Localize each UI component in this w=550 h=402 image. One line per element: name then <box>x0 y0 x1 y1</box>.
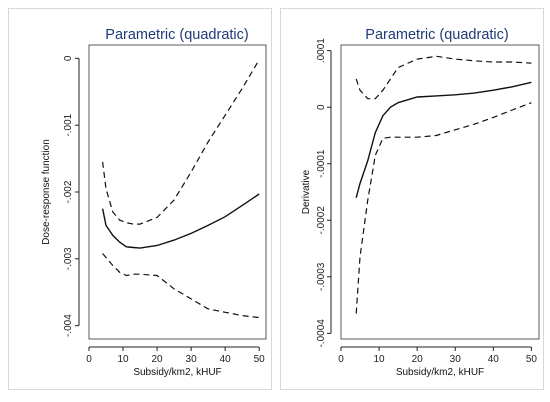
x-tick-label: 50 <box>254 354 266 365</box>
y-tick-label: -.0004 <box>316 319 327 348</box>
y-tick-label: -.0003 <box>316 262 327 291</box>
y-axis-label: Derivative <box>301 169 312 214</box>
chart-derivative: Parametric (quadratic) .0001 0 -.0001 -.0002… <box>301 27 540 378</box>
y-tick-label: .0001 <box>316 38 327 63</box>
x-tick-label: 20 <box>152 354 164 365</box>
x-tick-label: 30 <box>450 354 462 365</box>
x-tick-label: 10 <box>374 354 386 365</box>
y-axis-label: Dose-response function <box>41 139 52 245</box>
y-tick-label: -.0002 <box>316 206 327 235</box>
lower-bound-line <box>355 102 532 314</box>
x-tick-label: 40 <box>488 354 500 365</box>
estimate-line <box>101 193 260 249</box>
x-tick-label: 0 <box>338 354 344 365</box>
x-tick-label: 10 <box>117 354 129 365</box>
chart-title: Parametric (quadratic) <box>105 27 248 43</box>
y-tick-label: -.004 <box>63 314 74 337</box>
plot-area <box>88 44 267 340</box>
chart-dose-response: Parametric (quadratic) 0 -.001 -.002 -.003 -.… <box>41 27 267 378</box>
x-tick-label: 50 <box>526 354 538 365</box>
chart-title: Parametric (quadratic) <box>365 27 508 43</box>
left-chart-panel: Parametric (quadratic) 0 -.001 -.002 -.003 -.… <box>8 8 272 390</box>
right-chart-panel: Parametric (quadratic) .0001 0 -.0001 -.0002… <box>280 8 544 390</box>
x-tick-label: 40 <box>220 354 232 365</box>
upper-bound-line <box>355 55 532 100</box>
plot-area <box>340 44 540 340</box>
y-tick-label: -.001 <box>63 113 74 136</box>
x-tick-label: 30 <box>186 354 198 365</box>
x-axis-label: Subsidy/km2, kHUF <box>396 367 484 378</box>
x-tick-label: 0 <box>86 354 92 365</box>
upper-bound-line <box>102 59 260 225</box>
y-tick-label: 0 <box>63 55 74 61</box>
estimate-line <box>355 81 532 198</box>
x-axis-label: Subsidy/km2, kHUF <box>133 367 221 378</box>
y-tick-label: -.002 <box>63 180 74 203</box>
y-tick-label: -.0001 <box>316 149 327 178</box>
y-tick-label: -.003 <box>63 247 74 270</box>
lower-bound-line <box>102 253 260 319</box>
y-tick-label: 0 <box>316 104 327 110</box>
x-tick-label: 20 <box>412 354 424 365</box>
